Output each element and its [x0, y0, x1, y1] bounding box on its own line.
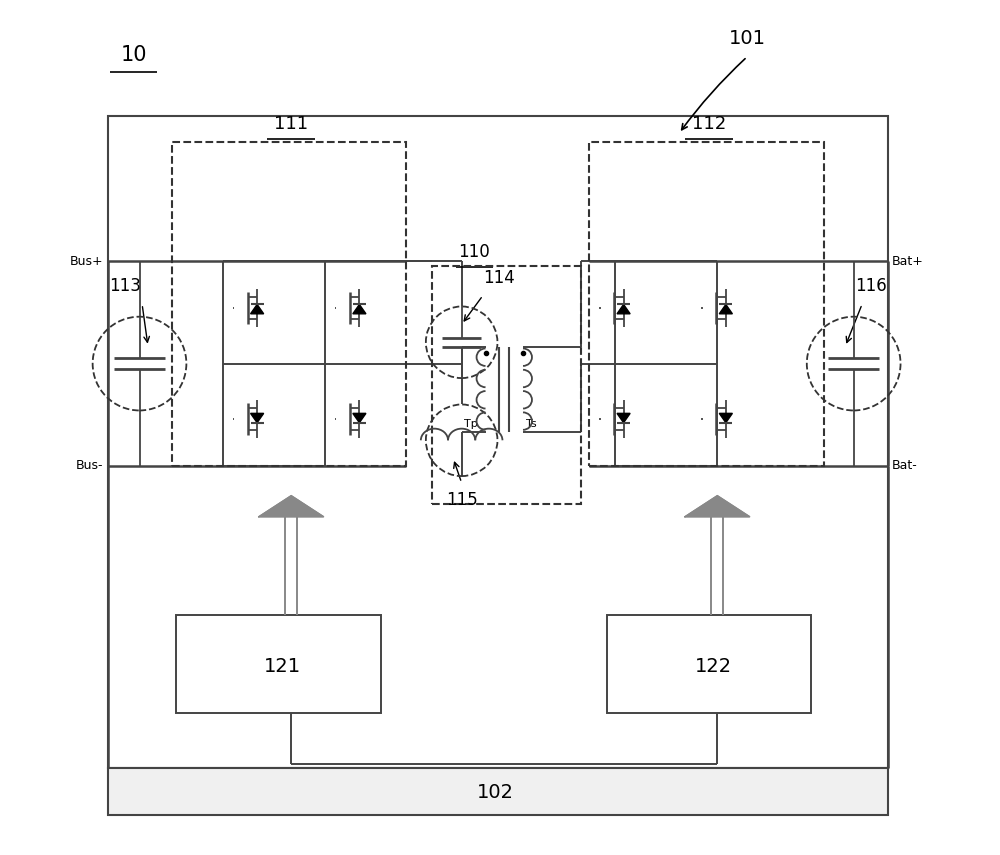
- Bar: [108, 769, 888, 816]
- Bar: [607, 615, 811, 713]
- Polygon shape: [259, 496, 324, 516]
- Bar: [172, 142, 406, 466]
- Polygon shape: [719, 304, 732, 314]
- Text: Bus-: Bus-: [76, 459, 104, 472]
- Text: 115: 115: [446, 492, 478, 510]
- Text: 112: 112: [692, 115, 726, 133]
- Text: Ts: Ts: [526, 419, 536, 429]
- Polygon shape: [251, 413, 264, 422]
- Text: 114: 114: [483, 268, 515, 287]
- Bar: [589, 142, 824, 466]
- Text: 122: 122: [694, 657, 732, 675]
- Polygon shape: [353, 413, 366, 422]
- Text: 121: 121: [264, 657, 301, 675]
- Polygon shape: [685, 496, 750, 516]
- Bar: [176, 615, 381, 713]
- Text: Bat+: Bat+: [892, 255, 924, 268]
- Text: Bat-: Bat-: [892, 459, 918, 472]
- Polygon shape: [617, 304, 630, 314]
- Polygon shape: [719, 413, 732, 422]
- Polygon shape: [251, 304, 264, 314]
- Text: Bus+: Bus+: [70, 255, 104, 268]
- Bar: [108, 116, 888, 769]
- Text: 102: 102: [477, 782, 514, 802]
- Text: 111: 111: [274, 115, 308, 133]
- Bar: [432, 266, 581, 504]
- Polygon shape: [353, 304, 366, 314]
- Text: 110: 110: [459, 244, 490, 262]
- Text: 113: 113: [109, 277, 141, 296]
- Text: 101: 101: [729, 29, 766, 48]
- Text: 116: 116: [855, 277, 887, 296]
- Text: 10: 10: [120, 45, 147, 65]
- Text: Tp: Tp: [464, 419, 478, 429]
- Polygon shape: [617, 413, 630, 422]
